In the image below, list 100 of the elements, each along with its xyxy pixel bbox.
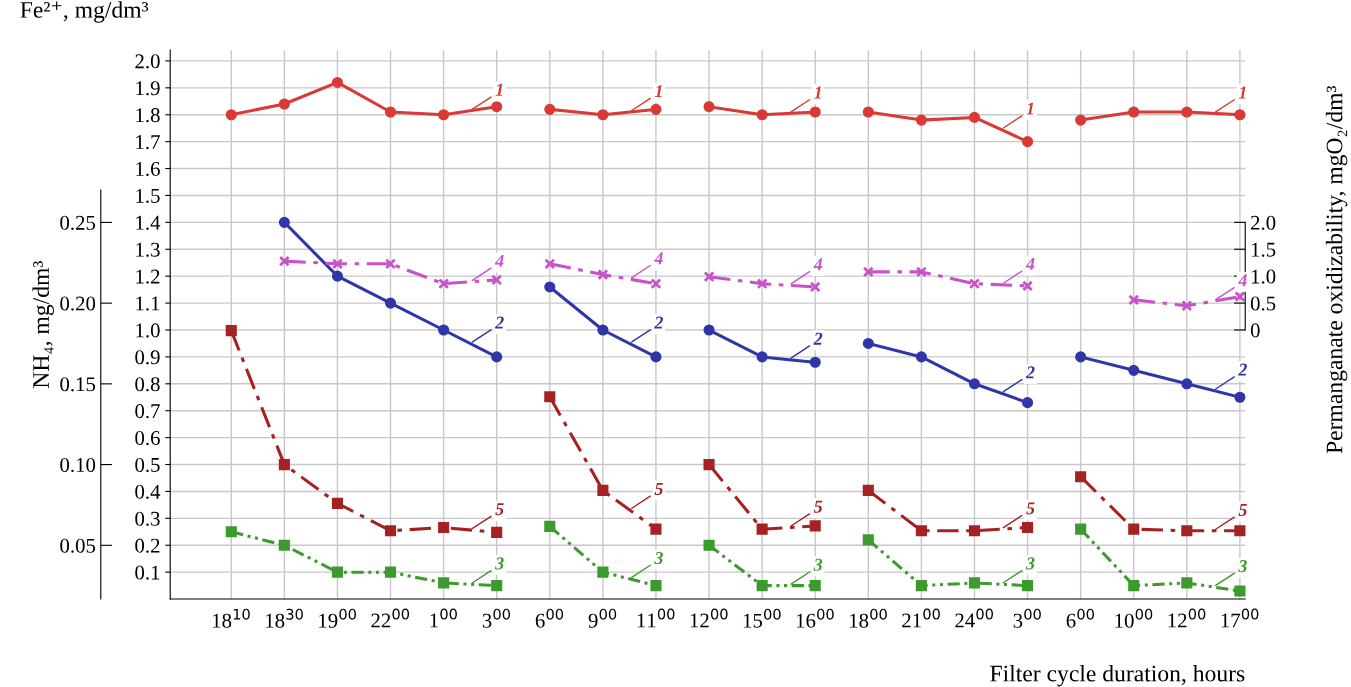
point — [968, 278, 981, 290]
x-tick-label: 12$^{00}$ — [690, 608, 728, 628]
point — [1234, 585, 1246, 597]
series-label: 1 — [814, 86, 821, 99]
point — [862, 534, 874, 546]
point — [915, 525, 927, 537]
y3-tick-label: 0.20 — [60, 296, 96, 311]
point — [915, 580, 927, 592]
x-tick-label: 22$^{00}$ — [371, 608, 410, 628]
series-label: 4 — [654, 252, 663, 265]
y-tick-label: 1.5 — [136, 188, 160, 203]
series-label: 4 — [813, 258, 823, 271]
point — [331, 497, 343, 509]
point — [438, 577, 450, 589]
y3-tick-label: 0.25 — [60, 215, 96, 230]
point — [1075, 114, 1087, 126]
series-label: 2 — [654, 316, 664, 329]
point — [1022, 280, 1034, 292]
point — [491, 526, 503, 538]
y2-tick-label: 0 — [1250, 323, 1260, 338]
point — [756, 278, 768, 290]
y-tick-label: 1.1 — [136, 296, 160, 311]
point — [597, 269, 609, 281]
point — [862, 106, 874, 118]
point — [384, 106, 397, 118]
point — [1075, 351, 1087, 363]
point — [1181, 378, 1193, 390]
x-tick-label: 18$^{30}$ — [266, 608, 303, 628]
point — [491, 274, 503, 286]
series-label: 4 — [1238, 274, 1247, 287]
point — [331, 270, 343, 282]
point — [597, 324, 609, 336]
point — [703, 459, 715, 471]
point — [650, 580, 662, 592]
point — [703, 539, 715, 551]
point — [1075, 523, 1087, 535]
point — [915, 266, 927, 278]
series-label: 2 — [494, 316, 504, 329]
point — [331, 76, 343, 88]
point — [491, 351, 503, 363]
point — [278, 459, 290, 471]
y-tick-label: 1.2 — [136, 269, 160, 284]
point — [438, 521, 450, 534]
point — [544, 258, 556, 270]
y-tick-label: 0.6 — [135, 430, 160, 446]
y-tick-label: 1.0 — [136, 323, 160, 338]
point — [862, 337, 874, 349]
point — [809, 356, 821, 368]
y2-tick-label: 0.5 — [1250, 296, 1276, 311]
y3-tick-label: 0.10 — [60, 457, 96, 473]
point — [1075, 471, 1087, 483]
point — [491, 101, 503, 113]
series-label: 5 — [1238, 503, 1247, 516]
point — [809, 281, 821, 293]
point — [650, 523, 662, 535]
point — [1128, 106, 1140, 118]
point — [544, 520, 556, 532]
point — [968, 111, 981, 123]
y3-tick-label: 0.15 — [60, 377, 96, 392]
point — [1181, 577, 1193, 589]
point — [438, 278, 450, 290]
series-label: 3 — [495, 557, 504, 570]
x-tick-label: 9$^{00}$ — [588, 608, 617, 628]
point — [278, 216, 290, 228]
series-label: 3 — [1238, 560, 1247, 573]
y3-axis-title: NH₄, mg/dm³ — [32, 261, 54, 388]
point — [756, 523, 768, 535]
point — [278, 539, 290, 551]
point — [650, 103, 662, 115]
point — [225, 109, 237, 121]
series-label: 2 — [1238, 363, 1247, 376]
point — [703, 324, 715, 336]
point — [384, 297, 397, 309]
y-tick-label: 1.4 — [136, 215, 161, 230]
point — [331, 566, 343, 578]
x-tick-label: 24$^{00}$ — [955, 608, 993, 628]
x-tick-label: 12$^{00}$ — [1168, 608, 1206, 628]
point — [1181, 525, 1193, 537]
point — [384, 258, 397, 270]
series-label: 3 — [813, 558, 823, 571]
y2-tick-label: 2.0 — [1250, 215, 1276, 230]
x-tick-label: 21$^{00}$ — [902, 608, 940, 628]
x-tick-label: 3$^{00}$ — [1013, 608, 1041, 628]
point — [915, 351, 927, 363]
point — [1128, 523, 1140, 535]
point — [703, 271, 715, 283]
y2-tick-label: 1.0 — [1251, 269, 1276, 284]
y-tick-label: 0.7 — [135, 404, 160, 419]
point — [1022, 580, 1034, 592]
series-label: 5 — [813, 500, 823, 513]
y2-axis-title: Permanganate oxidizability, mgO₂/dm³ — [1325, 85, 1348, 454]
y-tick-label: 1.9 — [136, 81, 160, 96]
y-tick-label: 1.6 — [136, 161, 160, 177]
point — [544, 391, 556, 403]
point — [1128, 294, 1140, 306]
point — [862, 484, 874, 496]
point — [1128, 364, 1140, 376]
point — [1181, 300, 1193, 312]
y-tick-label: 0.9 — [135, 350, 160, 365]
x-tick-label: 19$^{00}$ — [319, 608, 356, 628]
